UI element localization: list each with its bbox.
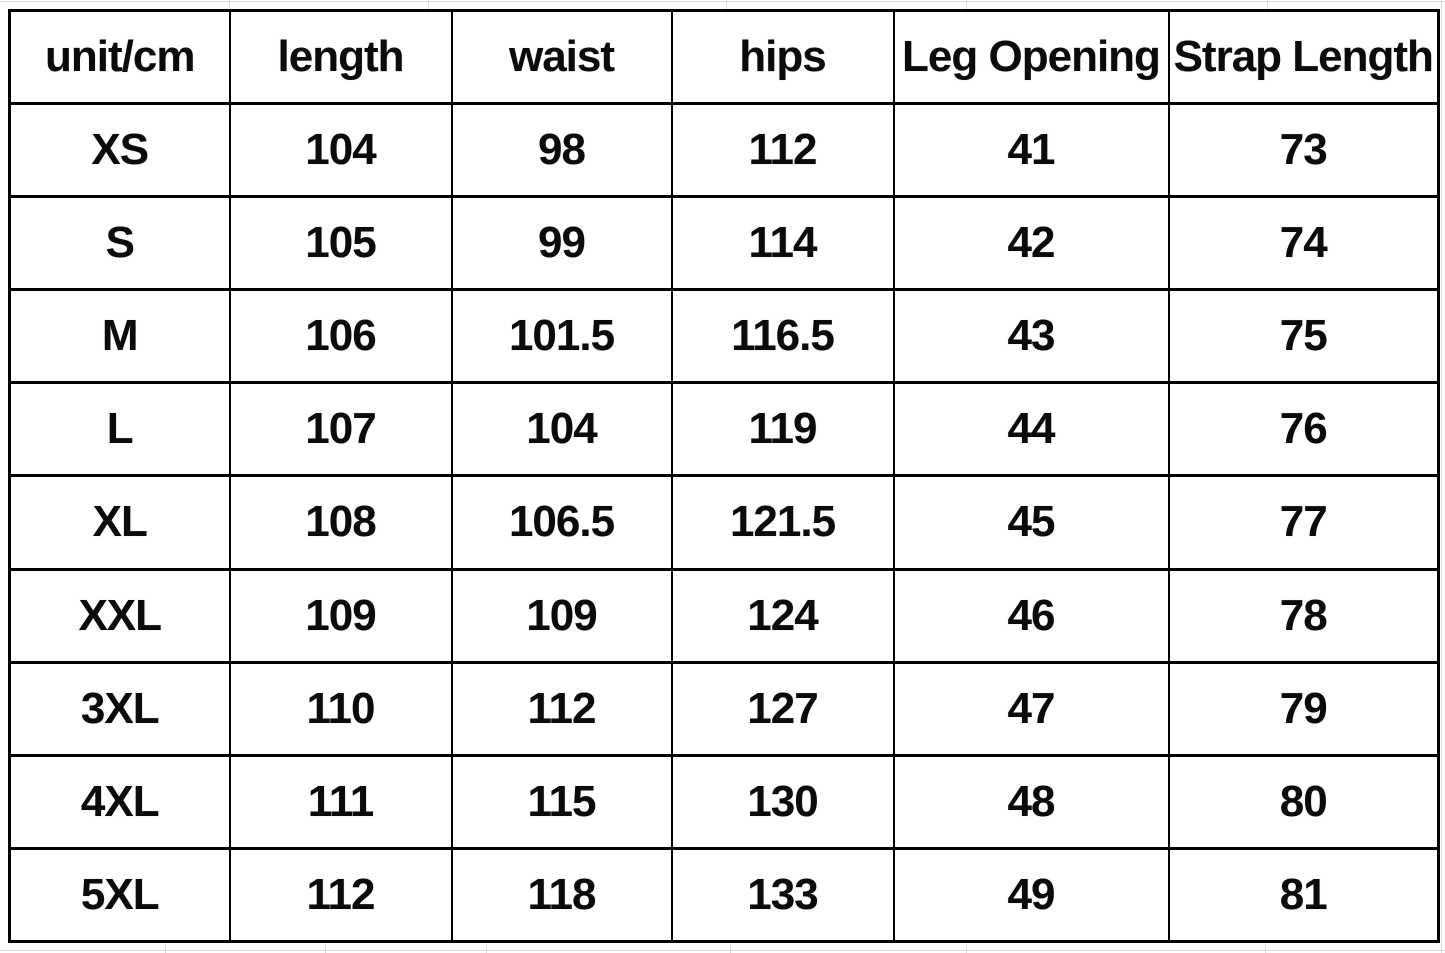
column-header-strap-length: Strap Length (1167, 9, 1440, 105)
length-cell: 106 (228, 288, 453, 385)
waist-cell: 115 (450, 753, 673, 850)
length-cell: 107 (228, 381, 453, 478)
size-label-cell: M (8, 288, 231, 385)
strap-length-cell: 74 (1167, 195, 1440, 292)
leg-opening-cell: 44 (892, 381, 1170, 478)
leg-opening-cell: 49 (892, 846, 1170, 944)
size-label-cell: XL (8, 474, 231, 571)
waist-cell: 106.5 (450, 474, 673, 571)
faint-gridline-vertical (966, 0, 967, 9)
table-row-s: S 105 99 114 42 74 (8, 195, 1440, 292)
leg-opening-cell: 46 (892, 567, 1170, 664)
size-label-cell: 4XL (8, 753, 231, 850)
faint-gridline-vertical (1441, 0, 1442, 953)
waist-cell: 112 (450, 660, 673, 757)
hips-cell: 133 (670, 846, 895, 944)
waist-cell: 104 (450, 381, 673, 478)
hips-cell: 121.5 (670, 474, 895, 571)
strap-length-cell: 80 (1167, 753, 1440, 850)
table-row-l: L 107 104 119 44 76 (8, 381, 1440, 478)
hips-cell: 116.5 (670, 288, 895, 385)
faint-gridline-horizontal (0, 1, 1445, 2)
length-cell: 111 (228, 753, 453, 850)
size-label-cell: L (8, 381, 231, 478)
size-label-cell: XS (8, 101, 231, 199)
table-row-4xl: 4XL 111 115 130 48 80 (8, 753, 1440, 850)
table-row-3xl: 3XL 110 112 127 47 79 (8, 660, 1440, 757)
size-label-cell: 5XL (8, 846, 231, 944)
column-header-waist: waist (450, 9, 673, 105)
hips-cell: 114 (670, 195, 895, 292)
faint-gridline-vertical (726, 0, 727, 9)
faint-gridline-vertical (1265, 944, 1266, 953)
length-cell: 104 (228, 101, 453, 199)
faint-gridline-vertical (486, 944, 487, 953)
leg-opening-cell: 48 (892, 753, 1170, 850)
waist-cell: 109 (450, 567, 673, 664)
length-cell: 105 (228, 195, 453, 292)
faint-gridline-vertical (730, 944, 731, 953)
table-row-5xl: 5XL 112 118 133 49 81 (8, 846, 1440, 944)
length-cell: 112 (228, 846, 453, 944)
hips-cell: 127 (670, 660, 895, 757)
hips-cell: 124 (670, 567, 895, 664)
strap-length-cell: 81 (1167, 846, 1440, 944)
strap-length-cell: 79 (1167, 660, 1440, 757)
header-row: unit/cm length waist hips Leg Opening St… (8, 9, 1440, 105)
table-row-xxl: XXL 109 109 124 46 78 (8, 567, 1440, 664)
table-row-m: M 106 101.5 116.5 43 75 (8, 288, 1440, 385)
column-header-leg-opening: Leg Opening (892, 9, 1170, 105)
column-header-length: length (228, 9, 453, 105)
strap-length-cell: 76 (1167, 381, 1440, 478)
table-row-xs: XS 104 98 112 41 73 (8, 101, 1440, 199)
size-label-cell: XXL (8, 567, 231, 664)
table-row-xl: XL 108 106.5 121.5 45 77 (8, 474, 1440, 571)
strap-length-cell: 75 (1167, 288, 1440, 385)
faint-gridline-vertical (229, 0, 230, 9)
column-header-unit-cm: unit/cm (8, 9, 231, 105)
size-label-cell: S (8, 195, 231, 292)
leg-opening-cell: 47 (892, 660, 1170, 757)
faint-gridline-vertical (1267, 0, 1268, 9)
waist-cell: 99 (450, 195, 673, 292)
strap-length-cell: 73 (1167, 101, 1440, 199)
strap-length-cell: 78 (1167, 567, 1440, 664)
leg-opening-cell: 42 (892, 195, 1170, 292)
length-cell: 110 (228, 660, 453, 757)
size-chart-table: unit/cm length waist hips Leg Opening St… (8, 9, 1440, 944)
waist-cell: 101.5 (450, 288, 673, 385)
waist-cell: 98 (450, 101, 673, 199)
faint-gridline-vertical (325, 944, 326, 953)
hips-cell: 112 (670, 101, 895, 199)
strap-length-cell: 77 (1167, 474, 1440, 571)
column-header-hips: hips (670, 9, 895, 105)
size-label-cell: 3XL (8, 660, 231, 757)
length-cell: 109 (228, 567, 453, 664)
length-cell: 108 (228, 474, 453, 571)
leg-opening-cell: 43 (892, 288, 1170, 385)
leg-opening-cell: 45 (892, 474, 1170, 571)
faint-gridline-horizontal (0, 950, 1445, 951)
hips-cell: 130 (670, 753, 895, 850)
faint-gridline-vertical (966, 944, 967, 953)
hips-cell: 119 (670, 381, 895, 478)
waist-cell: 118 (450, 846, 673, 944)
leg-opening-cell: 41 (892, 101, 1170, 199)
faint-gridline-vertical (165, 944, 166, 953)
faint-gridline-vertical (428, 0, 429, 9)
